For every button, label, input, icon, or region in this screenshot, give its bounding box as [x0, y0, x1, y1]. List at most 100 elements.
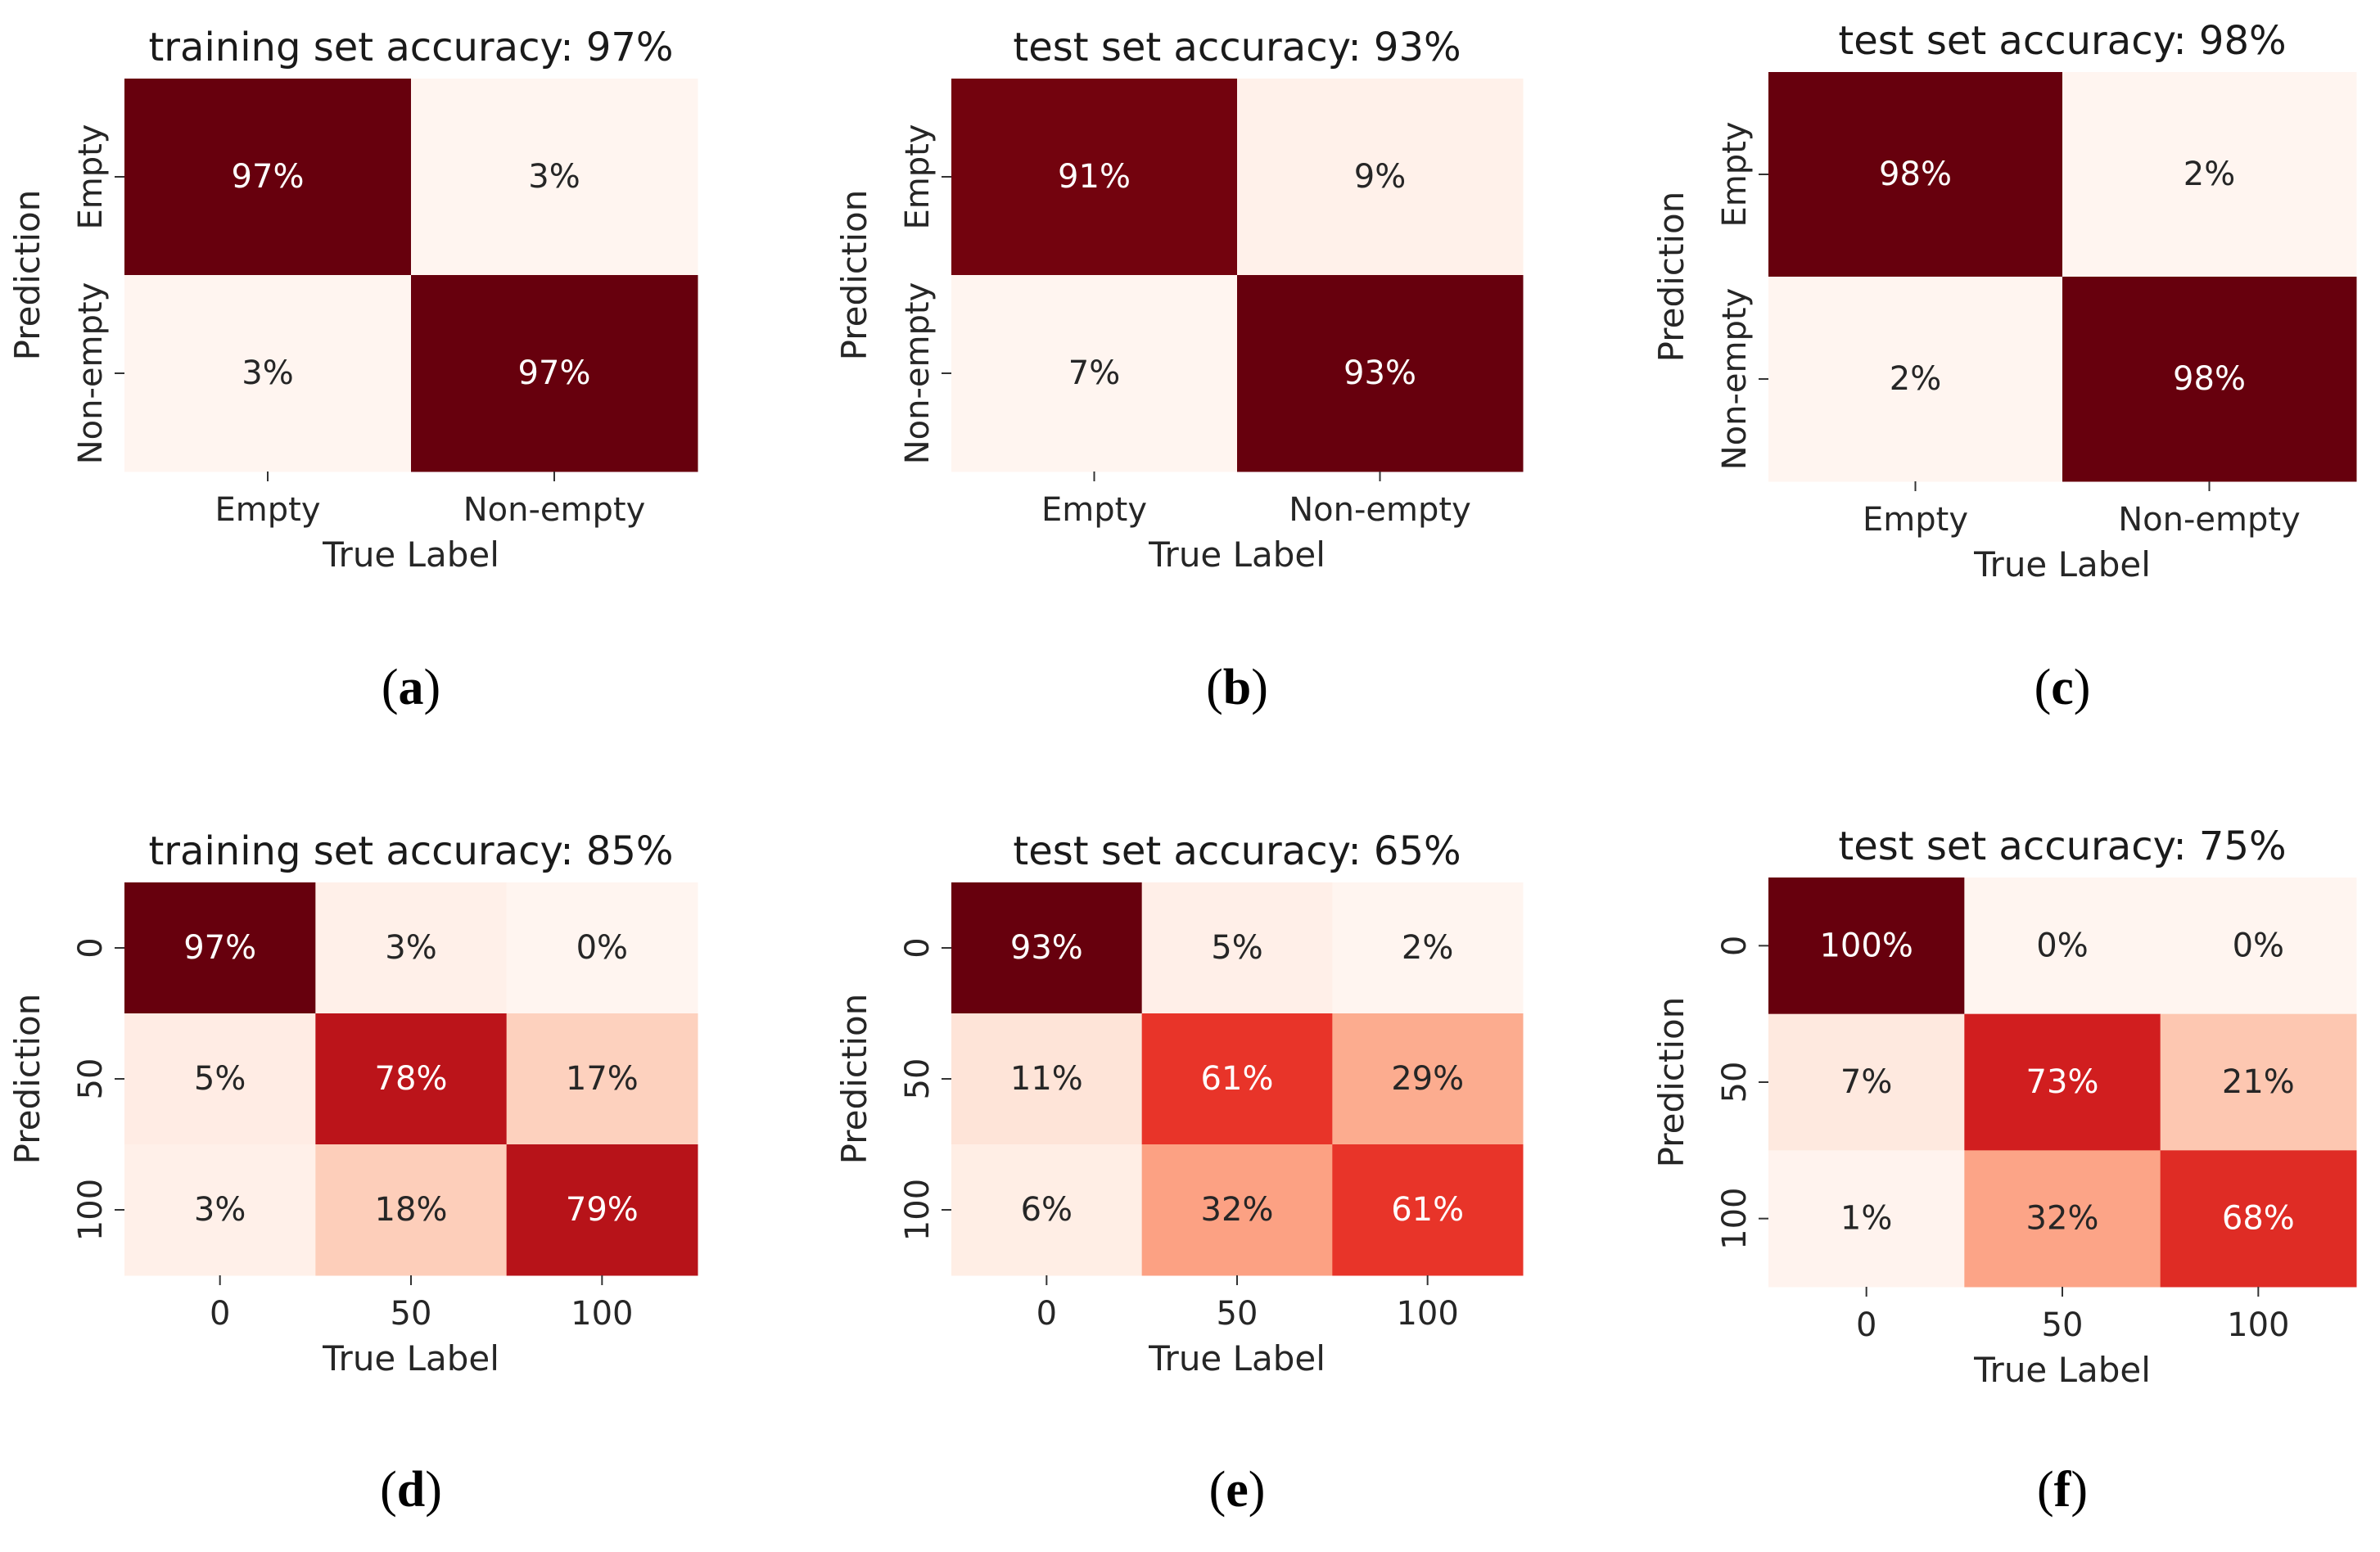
y-tick-label: 50: [1716, 1062, 1754, 1103]
y-tick-label: 100: [899, 1179, 937, 1241]
x-tick-label: Non-empty: [1289, 491, 1471, 529]
heatmap-cell: [124, 79, 412, 276]
heatmap-cell: [124, 882, 316, 1014]
panel-caption: (e): [1209, 1462, 1266, 1518]
y-tick-label: Non-empty: [899, 282, 937, 465]
y-axis-label: Prediction: [834, 994, 874, 1165]
heatmap-cell: [1332, 1013, 1524, 1145]
heatmap-cell: [1332, 882, 1524, 1014]
y-tick-label: 100: [72, 1179, 110, 1241]
chart-title: test set accuracy: 75%: [1838, 823, 2286, 869]
cell-label: 32%: [2026, 1200, 2099, 1238]
x-axis-label: True Label: [322, 535, 499, 575]
y-axis-label: Prediction: [1651, 997, 1691, 1168]
cell-label: 97%: [183, 929, 256, 967]
heatmap-panel-d: 97% 3% 0% 5% 78% 17% 3% 18% 79% 0 50 100 0 50 100 train…: [7, 828, 698, 1518]
cell-label: 68%: [2222, 1200, 2295, 1238]
cell-label: 7%: [1840, 1063, 1892, 1101]
cell-label: 93%: [1010, 929, 1083, 967]
x-axis-label: True Label: [1973, 1350, 2151, 1390]
heatmap-cell: [2062, 277, 2357, 482]
heatmap-cell: [315, 882, 508, 1014]
cell-label: 0%: [576, 929, 628, 967]
cell-label: 61%: [1201, 1060, 1274, 1098]
x-tick-label: 100: [1396, 1295, 1458, 1333]
chart-title: training set accuracy: 97%: [148, 25, 673, 70]
heatmap-cell: [951, 79, 1238, 276]
cell-label: 97%: [518, 354, 591, 392]
y-axis-label: Prediction: [1651, 192, 1691, 363]
cell-label: 2%: [1402, 929, 1453, 967]
y-tick-label: 0: [899, 937, 937, 958]
heatmap-cell: [1768, 878, 1965, 1015]
heatmap-cell: [506, 1144, 698, 1276]
heatmap-cell: [1964, 1150, 2161, 1288]
y-axis-label: Prediction: [7, 190, 47, 361]
heatmap-cell: [2160, 878, 2357, 1015]
heatmap-cell: [1964, 1013, 2161, 1151]
x-axis-label: True Label: [1973, 544, 2151, 584]
heatmap-cell: [124, 1013, 316, 1145]
x-tick-label: 100: [2227, 1306, 2289, 1344]
x-tick-label: Empty: [215, 491, 321, 529]
x-tick-label: 0: [210, 1295, 230, 1333]
cell-label: 9%: [1354, 158, 1406, 196]
heatmap-panel-b: 91% 9% 7% 93% Empty Non-empty Empty Non-empty te…: [834, 25, 1524, 715]
cell-label: 5%: [1211, 929, 1262, 967]
heatmap-cell: [411, 275, 698, 472]
heatmap-cell: [1141, 1144, 1333, 1276]
heatmap-cell: [951, 882, 1143, 1014]
cell-label: 29%: [1391, 1060, 1464, 1098]
cell-label: 6%: [1021, 1191, 1073, 1229]
cell-label: 2%: [1890, 360, 1941, 398]
y-axis-label: Prediction: [834, 190, 874, 361]
panel-caption: (f): [2037, 1462, 2088, 1518]
x-tick-label: 100: [571, 1295, 633, 1333]
cell-label: 3%: [528, 158, 580, 196]
panel-caption: (d): [380, 1462, 442, 1518]
y-tick-label: Non-empty: [72, 282, 110, 465]
cell-label: 98%: [2173, 360, 2246, 398]
x-tick-label: 0: [1036, 1295, 1057, 1333]
heatmap-cell: [1768, 277, 2063, 482]
heatmap-cell: [1141, 882, 1333, 1014]
y-tick-label: 100: [1716, 1187, 1754, 1249]
y-tick-label: Empty: [72, 124, 110, 230]
cell-label: 5%: [194, 1060, 246, 1098]
heatmap-cell: [1964, 878, 2161, 1015]
heatmap-cell: [1237, 79, 1524, 276]
x-tick-label: Empty: [1863, 501, 1968, 539]
heatmap-panel-c: 98% 2% 2% 98% Empty Non-empty Empty Non-empty te…: [1651, 18, 2357, 715]
cell-label: 93%: [1344, 354, 1416, 392]
chart-title: test set accuracy: 65%: [1013, 828, 1461, 874]
cell-label: 21%: [2222, 1063, 2295, 1101]
panel-caption: (b): [1206, 660, 1268, 715]
heatmap-cell: [315, 1013, 508, 1145]
x-tick-label: Non-empty: [2118, 501, 2301, 539]
heatmap-cell: [951, 1144, 1143, 1276]
heatmap-cell: [315, 1144, 508, 1276]
cell-label: 91%: [1058, 158, 1131, 196]
cell-label: 1%: [1840, 1200, 1892, 1238]
y-tick-label: 0: [72, 937, 110, 958]
y-tick-label: 0: [1716, 936, 1754, 956]
cell-label: 98%: [1879, 156, 1952, 193]
cell-label: 0%: [2036, 927, 2088, 964]
cell-label: 100%: [1819, 927, 1913, 964]
x-tick-label: 50: [1217, 1295, 1258, 1333]
y-tick-label: 50: [72, 1058, 110, 1100]
x-tick-label: 50: [2042, 1306, 2084, 1344]
panel-caption: (c): [2035, 660, 2091, 715]
heatmap-panel-e: 93% 5% 2% 11% 61% 29% 6% 32% 61% 0 50 100 0 50 100 test…: [834, 828, 1524, 1518]
cell-label: 79%: [566, 1191, 639, 1229]
cell-label: 2%: [2184, 156, 2235, 193]
heatmap-cell: [2160, 1013, 2357, 1151]
heatmap-cell: [1768, 72, 2063, 277]
heatmap-cell: [2160, 1150, 2357, 1288]
heatmap-cell: [506, 882, 698, 1014]
cell-label: 11%: [1010, 1060, 1083, 1098]
cell-label: 61%: [1391, 1191, 1464, 1229]
cell-label: 3%: [242, 354, 293, 392]
cell-label: 97%: [232, 158, 305, 196]
x-tick-label: 50: [391, 1295, 432, 1333]
